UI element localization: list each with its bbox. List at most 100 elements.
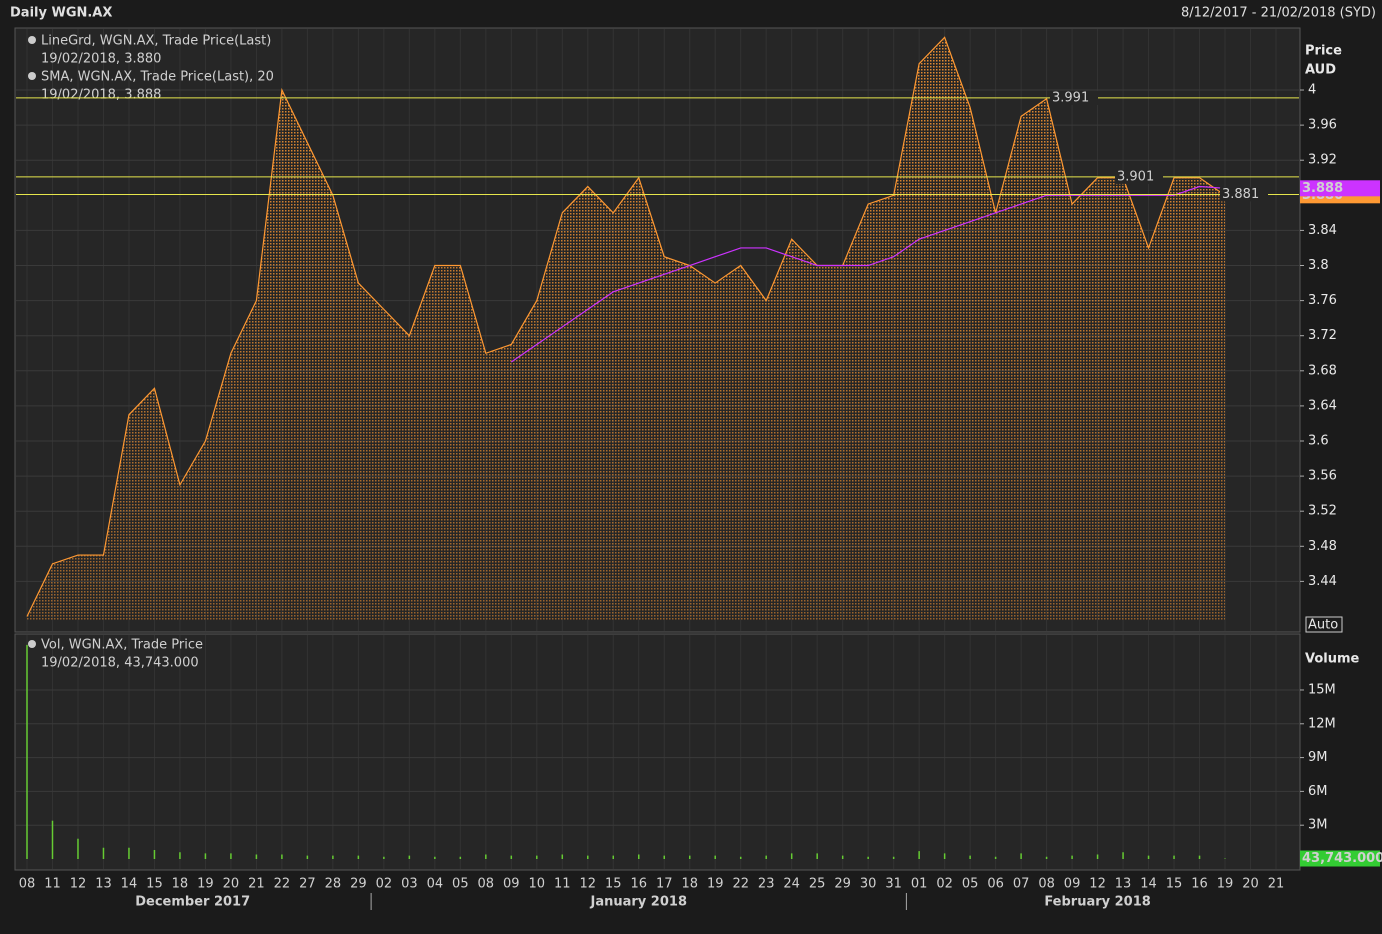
x-tick-label: 19: [197, 877, 214, 892]
legend-name: SMA, WGN.AX, Trade Price(Last), 20: [41, 70, 274, 85]
x-tick-label: 09: [1064, 877, 1081, 892]
reference-label-bg: [1115, 169, 1163, 184]
x-tick-label: 08: [19, 877, 36, 892]
last-value-box: [1300, 180, 1380, 197]
x-tick-label: 13: [1115, 877, 1132, 892]
x-tick-label: 21: [1268, 877, 1285, 892]
y-tick-label: 3.6: [1308, 434, 1329, 449]
y-tick-label: 12M: [1308, 716, 1336, 731]
x-tick-label: 06: [987, 877, 1004, 892]
legend-name: Vol, WGN.AX, Trade Price: [41, 638, 203, 653]
reference-label-bg: [1050, 90, 1098, 105]
axis-title: Price: [1305, 44, 1342, 59]
volume-panel: [14, 633, 1301, 871]
x-tick-label: 03: [401, 877, 418, 892]
y-tick-label: 3.56: [1308, 469, 1337, 484]
x-tick-label: 15: [605, 877, 622, 892]
scale-mode[interactable]: Auto: [1308, 618, 1338, 633]
x-tick-label: 16: [1191, 877, 1208, 892]
x-tick-label: 05: [962, 877, 979, 892]
x-tick-label: 28: [325, 877, 342, 892]
axis-title: Volume: [1305, 652, 1360, 667]
y-tick-label: 3.92: [1308, 153, 1337, 168]
legend-detail: 19/02/2018, 3.888: [41, 88, 161, 103]
x-tick-label: 18: [172, 877, 189, 892]
date-range: 8/12/2017 - 21/02/2018 (SYD): [1181, 6, 1376, 21]
x-tick-label: 30: [860, 877, 877, 892]
y-tick-label: 3.48: [1308, 539, 1337, 554]
month-label: January 2018: [590, 895, 687, 910]
x-tick-label: 17: [656, 877, 673, 892]
y-tick-label: 3.76: [1308, 293, 1337, 308]
legend-detail: 19/02/2018, 43,743.000: [41, 656, 199, 671]
x-tick-label: 21: [248, 877, 265, 892]
x-tick-label: 11: [44, 877, 61, 892]
legend-name: LineGrd, WGN.AX, Trade Price(Last): [41, 34, 271, 49]
month-label: February 2018: [1044, 895, 1151, 910]
y-tick-label: 3.72: [1308, 328, 1337, 343]
legend-icon: [28, 72, 36, 80]
x-tick-label: 02: [936, 877, 953, 892]
y-tick-label: 6M: [1308, 784, 1328, 799]
x-tick-label: 22: [732, 877, 749, 892]
x-tick-label: 12: [580, 877, 597, 892]
x-tick-label: 14: [1140, 877, 1157, 892]
x-tick-label: 29: [834, 877, 851, 892]
x-tick-label: 08: [1038, 877, 1055, 892]
x-tick-label: 24: [783, 877, 800, 892]
y-tick-label: 9M: [1308, 750, 1328, 765]
x-tick-label: 12: [70, 877, 87, 892]
reference-label: 3.901: [1117, 169, 1154, 184]
x-tick-label: 04: [427, 877, 444, 892]
last-value-box: [1300, 850, 1380, 867]
x-tick-label: 19: [707, 877, 724, 892]
reference-label: 3.991: [1052, 90, 1089, 105]
y-tick-label: 3.68: [1308, 363, 1337, 378]
y-tick-label: 3.44: [1308, 574, 1337, 589]
x-tick-label: 16: [630, 877, 647, 892]
y-tick-label: 3.52: [1308, 504, 1337, 519]
chart-title: Daily WGN.AX: [10, 6, 112, 21]
x-tick-label: 31: [885, 877, 902, 892]
x-tick-label: 01: [911, 877, 928, 892]
x-tick-label: 20: [223, 877, 240, 892]
x-tick-label: 25: [809, 877, 826, 892]
legend-icon: [28, 640, 36, 648]
x-tick-label: 07: [1013, 877, 1030, 892]
line: [26, 36, 1226, 617]
month-label: December 2017: [135, 895, 250, 910]
x-tick-label: 02: [376, 877, 393, 892]
x-tick-label: 13: [95, 877, 112, 892]
y-tick-label: 15M: [1308, 682, 1336, 697]
reference-label: 3.881: [1222, 187, 1259, 202]
x-tick-label: 29: [350, 877, 367, 892]
legend-detail: 19/02/2018, 3.880: [41, 52, 161, 67]
x-tick-label: 22: [274, 877, 291, 892]
x-tick-label: 18: [681, 877, 698, 892]
x-tick-label: 27: [299, 877, 316, 892]
line: [510, 185, 1226, 363]
y-tick-label: 3.64: [1308, 398, 1337, 413]
y-tick-label: 3.84: [1308, 223, 1337, 238]
y-tick-label: 4: [1308, 83, 1316, 98]
axis-unit: AUD: [1305, 63, 1336, 78]
x-tick-label: 09: [503, 877, 520, 892]
y-tick-label: 3M: [1308, 818, 1328, 833]
x-tick-label: 15: [1166, 877, 1183, 892]
x-tick-label: 11: [554, 877, 571, 892]
x-tick-label: 12: [1089, 877, 1106, 892]
last-value-label: 43,743.000: [1302, 851, 1382, 866]
scale-button[interactable]: [1305, 616, 1343, 633]
last-value-label: 3.888: [1302, 181, 1343, 196]
y-tick-label: 3.96: [1308, 118, 1337, 133]
x-tick-label: 15: [146, 877, 163, 892]
x-tick-label: 14: [121, 877, 138, 892]
x-tick-label: 23: [758, 877, 775, 892]
y-tick-label: 3.8: [1308, 258, 1329, 273]
reference-label-bg: [1220, 187, 1268, 202]
x-tick-label: 05: [452, 877, 469, 892]
x-tick-label: 08: [478, 877, 495, 892]
x-tick-label: 10: [529, 877, 546, 892]
